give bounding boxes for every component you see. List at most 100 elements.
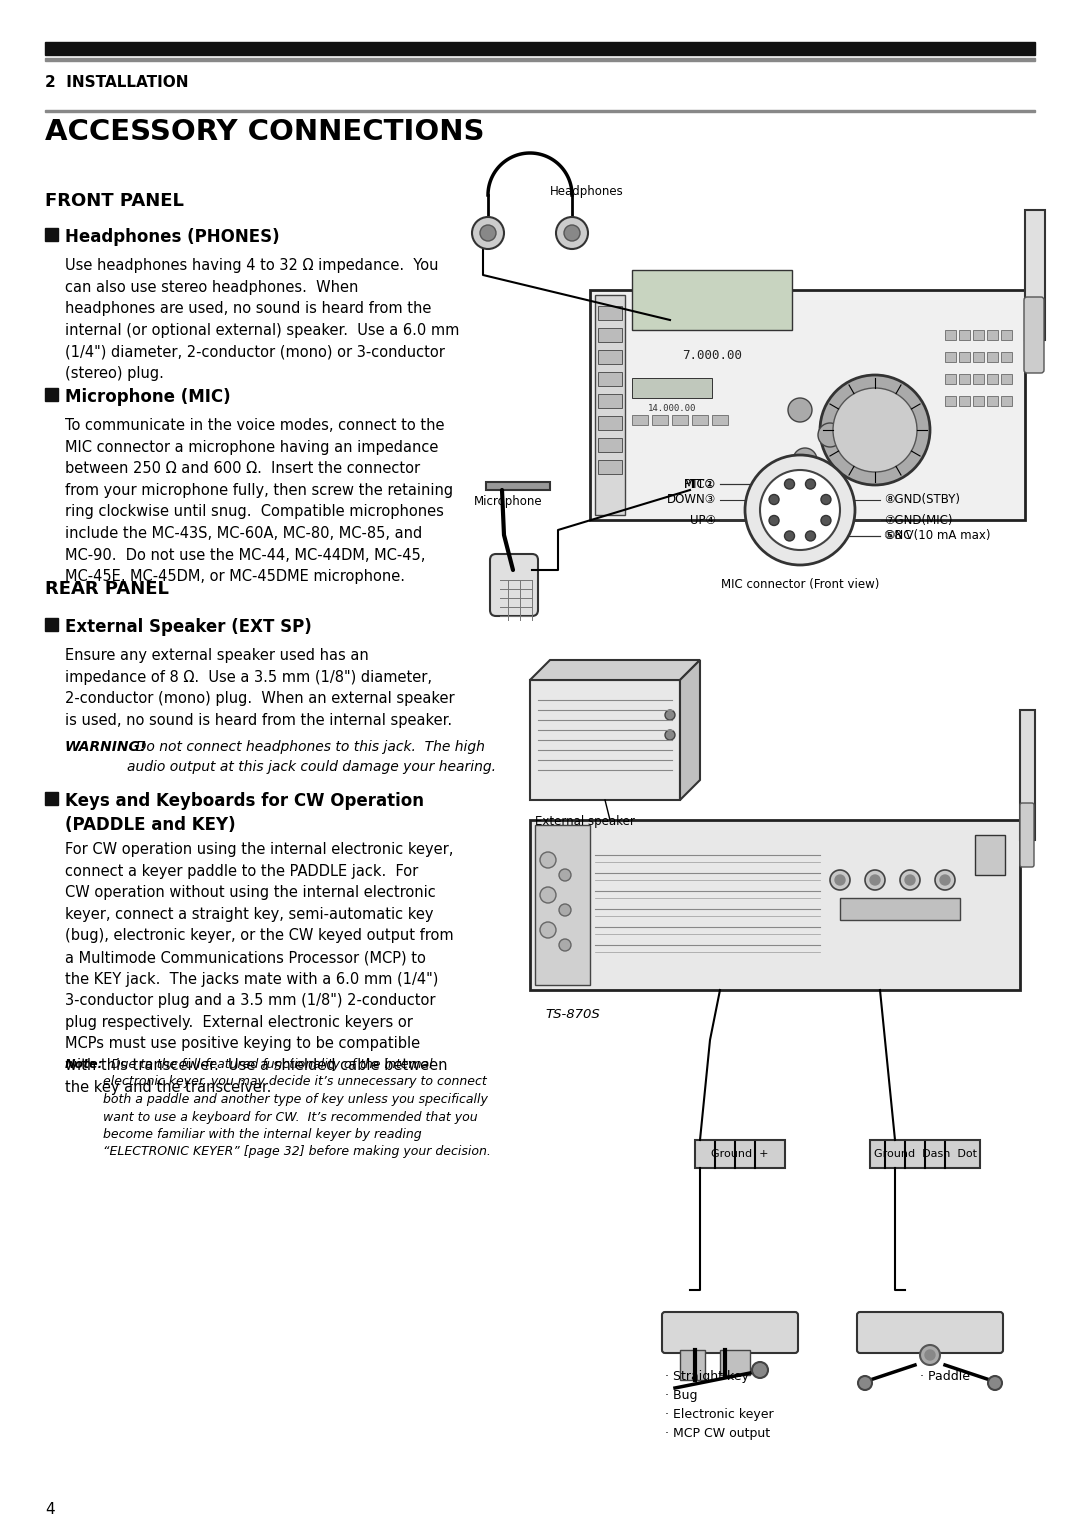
Bar [598,439,622,452]
Bar [1001,351,1012,362]
Circle shape [905,876,915,885]
Circle shape [935,869,955,889]
Circle shape [831,869,850,889]
Text: 14.000.00: 14.000.00 [648,403,697,413]
Text: ⑤8 V(10 mA max): ⑤8 V(10 mA max) [885,530,990,542]
Bar [987,330,998,341]
Circle shape [940,876,950,885]
Bar [598,306,622,319]
Bar [959,330,970,341]
Circle shape [858,1377,872,1390]
Text: 4: 4 [45,1502,55,1517]
FancyBboxPatch shape [590,290,1025,520]
Text: Headphones (PHONES): Headphones (PHONES) [65,228,280,246]
Bar [530,821,1020,990]
Text: PTT②: PTT② [685,478,716,490]
Text: For CW operation using the internal electronic keyer,
connect a keyer paddle to : For CW operation using the internal elec… [65,842,454,1094]
Bar [987,396,998,406]
Bar [840,898,960,920]
Bar [973,396,984,406]
Text: Keys and Keyboards for CW Operation
(PADDLE and KEY): Keys and Keyboards for CW Operation (PAD… [65,792,424,834]
Circle shape [870,876,880,885]
Circle shape [835,876,845,885]
Bar [598,394,622,408]
FancyBboxPatch shape [490,555,538,616]
Text: Microphone: Microphone [474,495,542,507]
Bar [632,416,648,425]
Text: TS-870S: TS-870S [545,1008,599,1021]
Bar [598,329,622,342]
Bar [598,460,622,474]
Text: Ensure any external speaker used has an
impedance of 8 Ω.  Use a 3.5 mm (1/8") d: Ensure any external speaker used has an … [65,648,455,727]
Circle shape [788,397,812,422]
Circle shape [833,388,917,472]
Text: Ground  +: Ground + [712,1149,769,1160]
Text: MIC①: MIC① [684,478,716,490]
Text: External speaker: External speaker [535,814,635,828]
Text: · Straight key
· Bug
· Electronic keyer
· MCP CW output: · Straight key · Bug · Electronic keyer … [665,1371,773,1439]
Text: FRONT PANEL: FRONT PANEL [45,193,184,209]
Bar [959,374,970,384]
Bar [945,330,956,341]
Circle shape [920,1345,940,1365]
Circle shape [806,480,815,489]
Bar [720,1351,750,1375]
Bar [598,416,622,429]
FancyBboxPatch shape [1020,804,1034,866]
Bar [987,374,998,384]
Bar [959,396,970,406]
Bar [973,351,984,362]
Bar [870,1140,980,1167]
FancyBboxPatch shape [858,1313,1003,1352]
Circle shape [760,471,840,550]
Bar [595,295,625,515]
Circle shape [480,225,496,241]
Bar [45,41,1035,55]
Text: Headphones: Headphones [550,185,624,199]
Bar [535,825,590,986]
Text: ACCESSORY CONNECTIONS: ACCESSORY CONNECTIONS [45,118,485,147]
Bar [973,374,984,384]
Circle shape [769,495,779,504]
Text: 2  INSTALLATION: 2 INSTALLATION [45,75,189,90]
Bar [1001,374,1012,384]
Bar [45,58,1035,61]
Text: UP④: UP④ [690,513,716,527]
Text: Note:: Note: [65,1057,104,1071]
Bar [45,617,58,631]
Text: Use headphones having 4 to 32 Ω impedance.  You
can also use stereo headphones. : Use headphones having 4 to 32 Ω impedanc… [65,258,459,380]
Text: Microphone (MIC): Microphone (MIC) [65,388,231,406]
Polygon shape [680,660,700,801]
Text: Ground  Dash  Dot: Ground Dash Dot [874,1149,976,1160]
Text: ⑦GND(MIC): ⑦GND(MIC) [885,513,953,527]
Text: TS-870S: TS-870S [777,538,832,552]
Circle shape [784,530,795,541]
Bar [692,416,708,425]
Bar [652,416,669,425]
Circle shape [820,374,930,484]
Bar [45,388,58,400]
Circle shape [865,869,885,889]
Text: · Paddle: · Paddle [920,1371,970,1383]
Polygon shape [530,660,700,680]
Text: MIC connector (Front view): MIC connector (Front view) [720,578,879,591]
Text: DOWN③: DOWN③ [666,494,716,506]
Circle shape [665,730,675,740]
Circle shape [818,423,842,448]
Bar [530,680,680,801]
Bar [945,374,956,384]
Bar [975,834,1005,876]
Circle shape [745,455,855,565]
Bar [945,351,956,362]
Bar [973,330,984,341]
Circle shape [988,1377,1002,1390]
Circle shape [559,940,571,950]
Text: ⑧GND(STBY): ⑧GND(STBY) [885,494,960,506]
Circle shape [472,217,504,249]
FancyBboxPatch shape [1024,296,1044,373]
Circle shape [924,1351,935,1360]
Text: External Speaker (EXT SP): External Speaker (EXT SP) [65,617,312,636]
Circle shape [793,448,816,472]
Bar [680,1351,705,1380]
Circle shape [556,217,588,249]
